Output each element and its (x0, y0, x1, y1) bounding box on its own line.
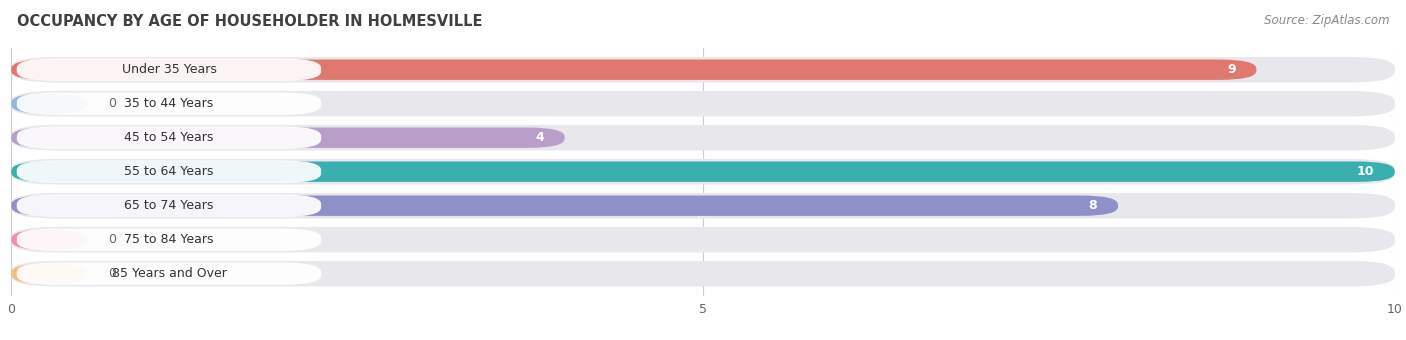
Text: 0: 0 (108, 97, 117, 110)
Text: 9: 9 (1227, 63, 1236, 76)
FancyBboxPatch shape (11, 128, 565, 148)
FancyBboxPatch shape (11, 125, 1395, 150)
FancyBboxPatch shape (17, 58, 321, 81)
Text: 10: 10 (1357, 165, 1374, 178)
Text: 8: 8 (1088, 199, 1097, 212)
Text: 0: 0 (108, 233, 117, 246)
FancyBboxPatch shape (11, 261, 1395, 286)
FancyBboxPatch shape (11, 193, 1395, 219)
Text: OCCUPANCY BY AGE OF HOUSEHOLDER IN HOLMESVILLE: OCCUPANCY BY AGE OF HOUSEHOLDER IN HOLME… (17, 14, 482, 29)
FancyBboxPatch shape (17, 262, 321, 285)
FancyBboxPatch shape (11, 264, 87, 284)
FancyBboxPatch shape (17, 160, 321, 183)
Text: 75 to 84 Years: 75 to 84 Years (124, 233, 214, 246)
Text: 65 to 74 Years: 65 to 74 Years (124, 199, 214, 212)
Text: 35 to 44 Years: 35 to 44 Years (124, 97, 214, 110)
Text: Under 35 Years: Under 35 Years (121, 63, 217, 76)
FancyBboxPatch shape (17, 194, 321, 217)
FancyBboxPatch shape (11, 59, 1257, 80)
FancyBboxPatch shape (11, 195, 1118, 216)
Text: 4: 4 (536, 131, 544, 144)
Text: Source: ZipAtlas.com: Source: ZipAtlas.com (1264, 14, 1389, 27)
FancyBboxPatch shape (11, 230, 87, 250)
FancyBboxPatch shape (11, 57, 1395, 82)
Text: 85 Years and Over: 85 Years and Over (111, 267, 226, 280)
Text: 55 to 64 Years: 55 to 64 Years (124, 165, 214, 178)
FancyBboxPatch shape (11, 94, 87, 114)
FancyBboxPatch shape (17, 228, 321, 251)
FancyBboxPatch shape (17, 126, 321, 149)
Text: 0: 0 (108, 267, 117, 280)
FancyBboxPatch shape (11, 91, 1395, 116)
FancyBboxPatch shape (11, 159, 1395, 184)
FancyBboxPatch shape (11, 162, 1395, 182)
FancyBboxPatch shape (17, 92, 321, 115)
Text: 45 to 54 Years: 45 to 54 Years (124, 131, 214, 144)
FancyBboxPatch shape (11, 227, 1395, 252)
